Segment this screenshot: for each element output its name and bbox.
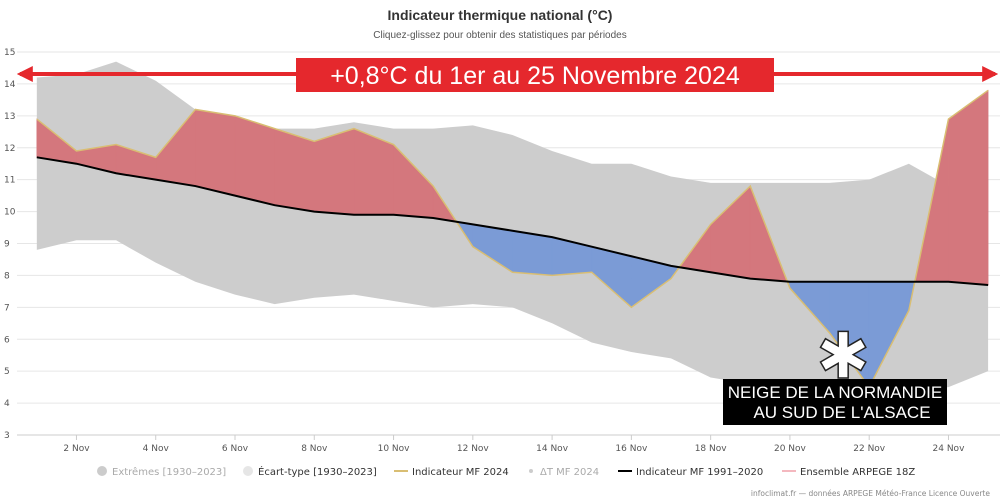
x-tick-label: 12 Nov <box>457 444 490 454</box>
chart-subtitle: Cliquez-glissez pour obtenir des statist… <box>373 30 626 41</box>
credit-text: infoclimat.fr — données ARPEGE Météo-Fra… <box>751 489 990 498</box>
x-tick-label: 18 Nov <box>695 444 728 454</box>
anomaly-segment[interactable] <box>274 128 315 212</box>
x-tick-label: 6 Nov <box>222 444 249 454</box>
legend-label: ΔT MF 2024 <box>540 467 599 478</box>
note-box <box>723 379 947 425</box>
x-tick-label: 20 Nov <box>774 444 807 454</box>
legend-label: Écart-type [1930–2023] <box>258 465 377 478</box>
y-tick-label: 15 <box>4 48 15 58</box>
y-tick-label: 6 <box>4 335 10 345</box>
anomaly-segment[interactable] <box>234 115 275 206</box>
y-tick-label: 3 <box>4 431 10 441</box>
legend-extremes[interactable]: Extrêmes [1930–2023] <box>97 466 226 478</box>
legend-delta-t[interactable]: ΔT MF 2024 <box>529 467 599 478</box>
banner-annotation: +0,8°C du 1er au 25 Novembre 2024 <box>16 58 999 92</box>
banner-text: +0,8°C du 1er au 25 Novembre 2024 <box>330 62 740 90</box>
note-line-2: AU SUD DE L'ALSACE <box>753 403 930 422</box>
x-tick-label: 16 Nov <box>615 444 648 454</box>
y-axis-ticks: 3 4 5 6 7 8 9 10 11 12 13 14 15 <box>4 48 16 441</box>
legend-label: Indicateur MF 1991–2020 <box>636 467 763 478</box>
y-tick-label: 5 <box>4 367 10 377</box>
legend-arpege[interactable]: Ensemble ARPEGE 18Z <box>782 467 915 478</box>
chart-title: Indicateur thermique national (°C) <box>388 7 613 23</box>
legend[interactable]: Extrêmes [1930–2023] Écart-type [1930–202… <box>97 465 915 478</box>
anomaly-segment[interactable] <box>313 128 355 216</box>
legend-indicateur-2024[interactable]: Indicateur MF 2024 <box>394 467 509 478</box>
y-tick-label: 14 <box>4 80 16 90</box>
legend-ecart-type[interactable]: Écart-type [1930–2023] <box>243 465 377 478</box>
x-tick-label: 22 Nov <box>853 444 886 454</box>
y-tick-label: 10 <box>4 208 16 218</box>
y-tick-label: 4 <box>4 399 10 409</box>
x-tick-label: 14 Nov <box>536 444 569 454</box>
legend-indicateur-normal[interactable]: Indicateur MF 1991–2020 <box>618 467 763 478</box>
line-indicateur-1991-2020[interactable] <box>36 156 989 286</box>
x-tick-label: 2 Nov <box>63 444 90 454</box>
x-tick-label: 8 Nov <box>301 444 328 454</box>
y-tick-label: 8 <box>4 271 10 281</box>
legend-label: Extrêmes [1930–2023] <box>112 466 226 478</box>
legend-label: Indicateur MF 2024 <box>412 467 509 478</box>
y-tick-label: 13 <box>4 112 15 122</box>
anomaly-segment[interactable] <box>948 89 989 286</box>
y-tick-label: 9 <box>4 240 10 250</box>
legend-symbol <box>529 469 533 473</box>
x-tick-label: 10 Nov <box>378 444 411 454</box>
y-tick-label: 7 <box>4 303 10 313</box>
legend-label: Ensemble ARPEGE 18Z <box>800 467 915 478</box>
anomaly-segment[interactable] <box>195 109 236 197</box>
x-tick-label: 24 Nov <box>933 444 966 454</box>
line-indicateur-2024[interactable] <box>36 89 989 389</box>
legend-symbol <box>97 466 107 476</box>
banner-box <box>296 58 774 92</box>
anomaly-segment[interactable] <box>512 230 553 276</box>
y-tick-label: 11 <box>4 176 15 186</box>
x-tick-label: 4 Nov <box>143 444 170 454</box>
snow-annotation: ✱ NEIGE DE LA NORMANDIE AU SUD DE L'ALSA… <box>723 319 947 425</box>
note-line-1: NEIGE DE LA NORMANDIE <box>728 383 942 402</box>
y-tick-label: 12 <box>4 144 15 154</box>
legend-symbol <box>243 466 253 476</box>
series-lines[interactable] <box>36 89 989 389</box>
x-axis-ticks: 2 Nov 4 Nov 6 Nov 8 Nov 10 Nov 12 Nov 14 Nov 16… <box>17 434 1000 454</box>
